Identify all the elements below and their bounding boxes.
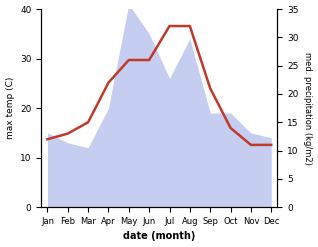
X-axis label: date (month): date (month) — [123, 231, 196, 242]
Y-axis label: max temp (C): max temp (C) — [5, 77, 15, 139]
Y-axis label: med. precipitation (kg/m2): med. precipitation (kg/m2) — [303, 52, 313, 165]
